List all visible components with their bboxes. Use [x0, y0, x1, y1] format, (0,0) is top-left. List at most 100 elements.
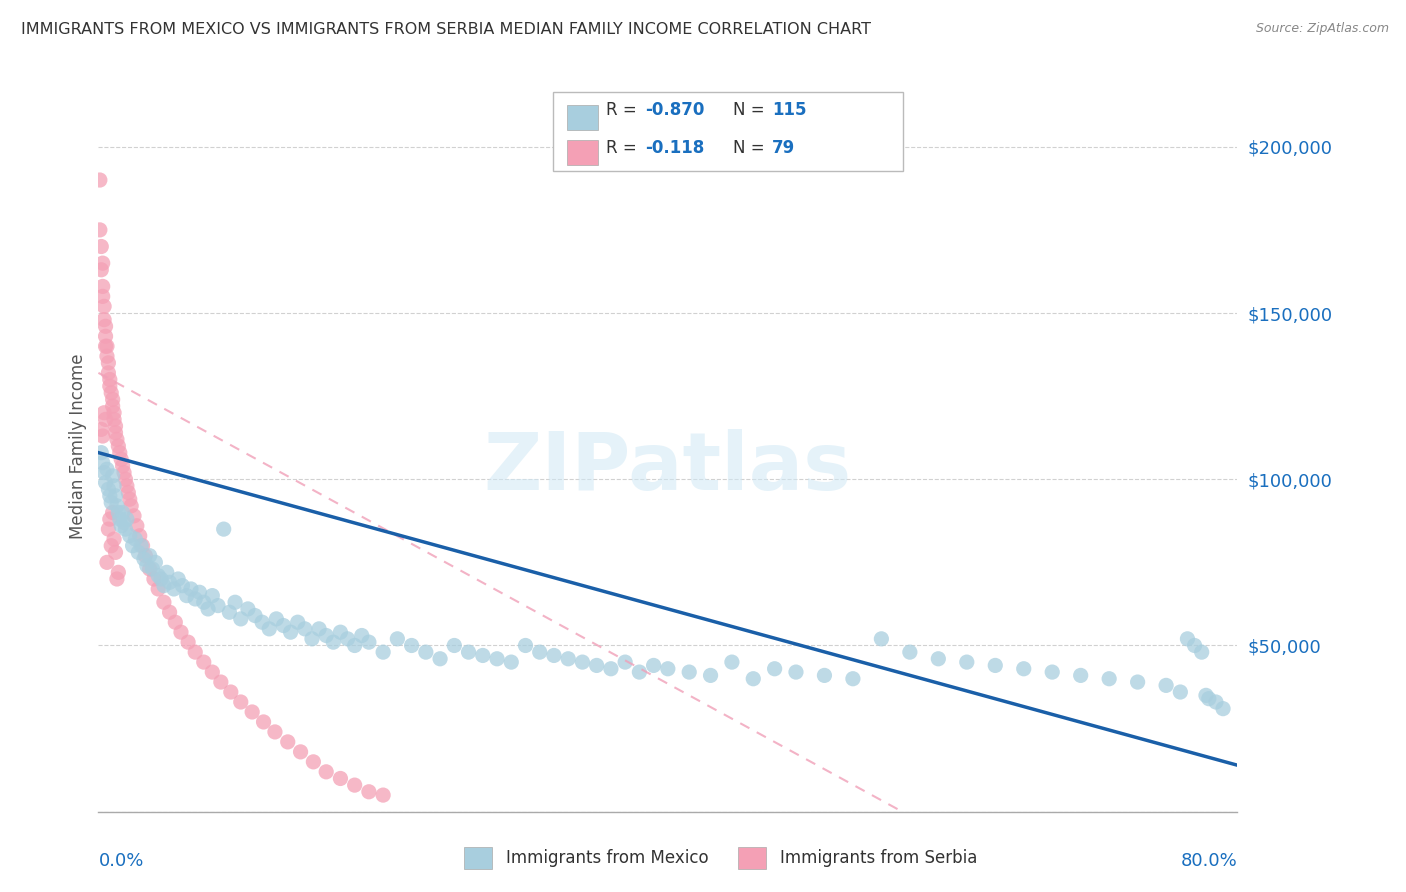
Point [148, 568, 170, 582]
Point [93, 312, 115, 326]
Point [94, 329, 117, 343]
Point [112, 466, 135, 480]
Point [170, 625, 193, 640]
Point [167, 572, 190, 586]
Point [219, 685, 242, 699]
Point [114, 472, 136, 486]
Point [343, 639, 366, 653]
Point [1191, 645, 1213, 659]
Point [104, 489, 127, 503]
Point [322, 635, 344, 649]
Point [927, 652, 949, 666]
Point [201, 589, 224, 603]
Point [105, 433, 128, 447]
Point [401, 639, 423, 653]
Point [184, 591, 207, 606]
Point [287, 615, 309, 630]
Point [657, 662, 679, 676]
Point [515, 639, 537, 653]
Point [131, 539, 153, 553]
Point [91, 256, 114, 270]
Point [122, 508, 145, 523]
Point [415, 645, 437, 659]
Point [103, 406, 125, 420]
Point [97, 356, 120, 370]
Point [429, 652, 451, 666]
Text: N =: N = [733, 102, 769, 120]
Point [101, 506, 124, 520]
Point [118, 529, 141, 543]
Point [104, 545, 127, 559]
Point [250, 615, 273, 630]
Point [94, 412, 117, 426]
Point [870, 632, 893, 646]
Text: N =: N = [733, 139, 769, 157]
Text: 0.0%: 0.0% [98, 852, 143, 870]
Point [373, 788, 395, 802]
Point [1170, 685, 1192, 699]
Point [129, 539, 152, 553]
Point [600, 662, 623, 676]
Text: ZIPatlas: ZIPatlas [484, 429, 852, 507]
Point [121, 539, 143, 553]
Point [117, 485, 139, 500]
Point [301, 632, 323, 646]
Point [763, 662, 786, 676]
Point [96, 555, 118, 569]
Point [103, 412, 125, 426]
Point [443, 639, 465, 653]
Point [236, 602, 259, 616]
Point [138, 562, 160, 576]
Point [218, 605, 240, 619]
Point [141, 562, 163, 576]
Point [180, 582, 202, 596]
Y-axis label: Median Family Income: Median Family Income [69, 353, 87, 539]
Point [290, 745, 312, 759]
Point [90, 262, 112, 277]
Point [98, 512, 121, 526]
Point [308, 622, 330, 636]
Point [193, 655, 215, 669]
Point [571, 655, 593, 669]
Point [1070, 668, 1092, 682]
Point [97, 522, 120, 536]
Text: Source: ZipAtlas.com: Source: ZipAtlas.com [1256, 22, 1389, 36]
Text: Immigrants from Mexico: Immigrants from Mexico [506, 849, 709, 867]
Point [105, 572, 128, 586]
Point [259, 622, 281, 636]
Point [585, 658, 607, 673]
Point [302, 755, 325, 769]
Point [1177, 632, 1199, 646]
Point [813, 668, 835, 682]
Point [98, 379, 121, 393]
Point [165, 615, 187, 630]
Point [101, 399, 124, 413]
Point [1195, 689, 1218, 703]
Point [678, 665, 700, 679]
Point [207, 599, 229, 613]
Point [273, 618, 295, 632]
Point [1098, 672, 1121, 686]
Point [98, 489, 121, 503]
Point [132, 552, 155, 566]
Point [193, 595, 215, 609]
Point [176, 589, 198, 603]
Text: 115: 115 [772, 102, 807, 120]
Point [264, 725, 287, 739]
Point [94, 319, 117, 334]
Point [184, 645, 207, 659]
Point [163, 582, 186, 596]
Point [277, 735, 299, 749]
Point [108, 512, 131, 526]
Point [111, 458, 134, 473]
Text: 79: 79 [772, 139, 796, 157]
Point [240, 705, 263, 719]
Point [124, 532, 146, 546]
Point [329, 625, 352, 640]
Point [153, 595, 176, 609]
Point [172, 579, 194, 593]
Point [115, 479, 138, 493]
Point [1012, 662, 1035, 676]
Point [357, 785, 380, 799]
Point [104, 425, 127, 440]
